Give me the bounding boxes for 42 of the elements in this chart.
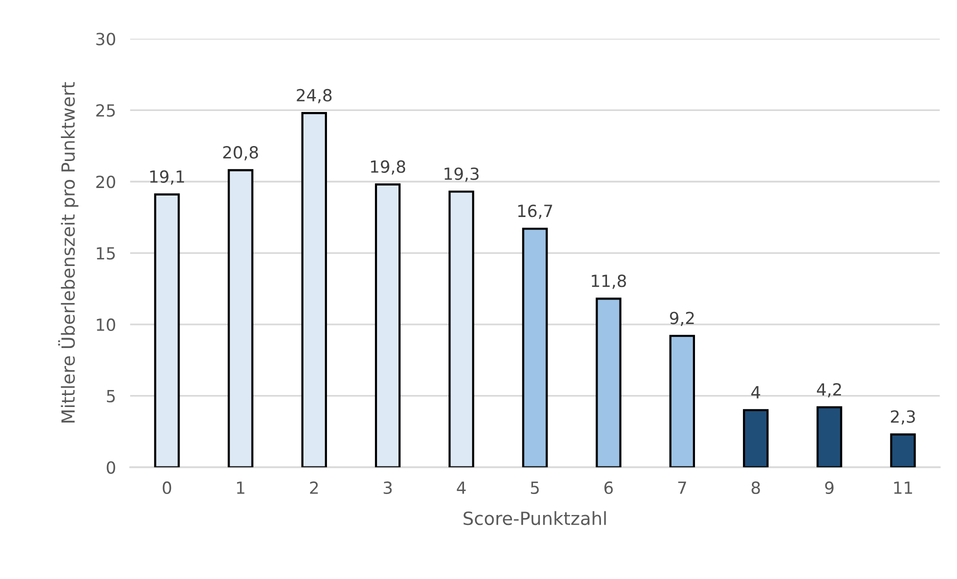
data-label: 19,8 [371,160,406,175]
x-tick-label: 3 [384,481,392,494]
bar [890,433,916,468]
y-tick-label: 5 [106,390,115,402]
x-tick-label: 0 [162,481,172,494]
data-label: 19,3 [444,167,479,182]
bar [448,190,474,468]
bar [816,406,842,468]
x-tick-label: 2 [310,481,318,494]
data-label: 2,3 [890,410,915,425]
bar [374,183,401,468]
x-tick-label: 11 [894,482,912,494]
x-tick-label: 7 [678,482,686,494]
y-tick-label: 25 [96,104,115,117]
data-label: 4 [751,386,760,398]
bar [522,228,548,468]
y-tick-label: 0 [106,461,116,474]
bar [301,112,327,468]
bar [596,298,622,468]
y-tick-label: 20 [96,176,116,188]
y-tick-label: 30 [96,32,116,46]
x-tick-label: 5 [530,482,539,494]
bar [228,169,254,468]
bar [669,334,695,468]
x-axis-title: Score-Punktzahl [464,511,606,526]
x-tick-label: 4 [456,482,466,494]
data-label: 24,8 [296,88,332,104]
x-tick-label: 6 [604,481,613,494]
data-label: 16,7 [518,204,552,219]
data-label: 9,2 [670,312,694,326]
data-label: 11,8 [592,274,626,289]
x-tick-label: 8 [752,481,760,494]
data-label: 4,2 [816,383,841,398]
y-tick-label: 15 [96,247,115,260]
x-tick-label: 1 [237,482,244,494]
y-axis-title: Mittlere Überlebenszeit pro Punktwert [58,82,78,423]
x-tick-label: 9 [825,481,834,494]
bar [742,409,769,468]
y-tick-label: 10 [96,318,116,331]
data-label: 20,8 [223,146,258,160]
data-label: 19,1 [150,170,184,185]
bar [154,193,180,468]
